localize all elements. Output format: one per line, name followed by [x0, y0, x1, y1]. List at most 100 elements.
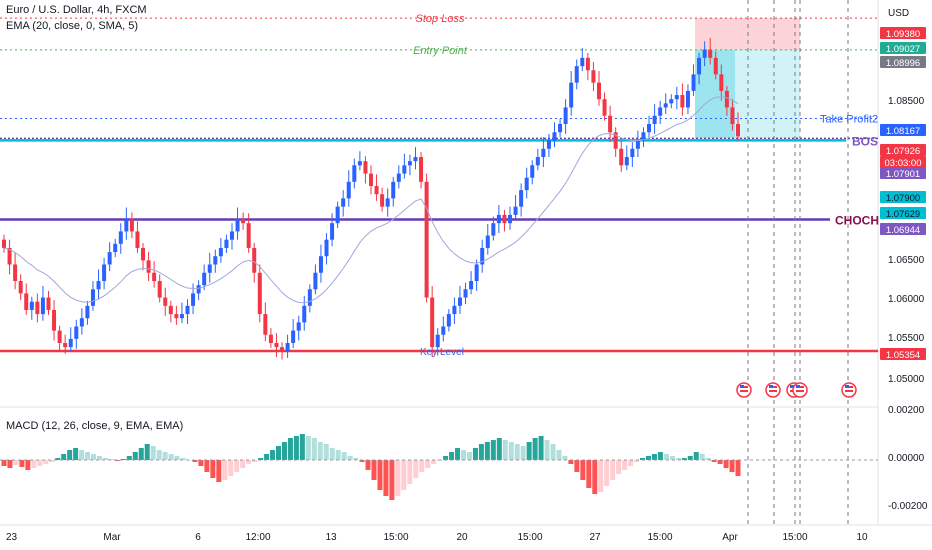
candle-body — [280, 347, 285, 352]
macd-bar — [329, 448, 335, 460]
price-badge-bg — [880, 348, 926, 360]
macd-bar — [353, 458, 359, 460]
candle-body — [596, 82, 601, 100]
candle-body — [118, 231, 123, 244]
macd-bar — [419, 460, 425, 472]
time-tick: 15:00 — [517, 532, 542, 543]
macd-bar — [13, 460, 19, 465]
macd-bar — [222, 460, 228, 480]
macd-bar — [628, 460, 634, 466]
macd-bar — [371, 460, 377, 480]
candle-body — [502, 214, 507, 224]
macd-bar — [687, 456, 693, 460]
candle-body — [736, 123, 740, 137]
macd-bar — [7, 460, 13, 468]
candle-body — [174, 314, 179, 319]
candle-body — [585, 57, 590, 71]
macd-bar — [37, 460, 43, 466]
candle-body — [341, 198, 346, 207]
macd-bar — [705, 458, 711, 460]
candle-body — [52, 309, 57, 331]
candle-body — [446, 314, 451, 327]
price-badge-text: 1.07629 — [886, 209, 920, 220]
macd-bar — [335, 450, 341, 460]
macd-bar — [1, 460, 7, 466]
macd-bar — [645, 456, 651, 460]
candle-body — [541, 148, 546, 158]
candle-body — [391, 181, 396, 199]
macd-bar — [138, 448, 144, 460]
key-level-label: Key Level — [420, 347, 464, 358]
candle-body — [491, 223, 496, 236]
macd-bar — [258, 458, 264, 460]
candle-body — [113, 243, 118, 253]
candle-body — [519, 190, 524, 207]
candle-body — [474, 264, 479, 282]
macd-bar — [669, 456, 675, 460]
macd-bar — [347, 456, 353, 460]
macd-bar — [735, 460, 741, 476]
candle-body — [413, 157, 418, 162]
candle-body — [730, 107, 735, 124]
flag-stripe — [796, 390, 804, 392]
candle-body — [574, 66, 579, 83]
macd-bar — [675, 458, 681, 460]
candle-body — [268, 334, 273, 344]
flag-canton — [769, 385, 773, 388]
macd-bar — [270, 450, 276, 460]
candle-body — [202, 272, 207, 286]
candle-body — [168, 305, 173, 315]
candle-body — [35, 301, 40, 315]
macd-bar — [31, 460, 37, 468]
candle-body — [40, 297, 45, 315]
candle-body — [624, 157, 629, 166]
candle-body — [685, 90, 690, 108]
macd-bar — [120, 459, 126, 460]
macd-tick: 0.00200 — [888, 405, 925, 416]
price-tick: 1.06000 — [888, 294, 925, 305]
candle-body — [235, 219, 240, 232]
candle-body — [296, 322, 301, 331]
entry-point-label: Entry Point — [413, 45, 468, 57]
flag-stripe — [845, 390, 853, 392]
ema-legend[interactable]: EMA (20, close, 0, SMA, 5) — [6, 20, 139, 32]
candle-body — [191, 293, 196, 306]
candle-body — [79, 318, 84, 327]
macd-bar — [634, 460, 640, 462]
macd-bar — [359, 460, 365, 462]
flag-canton — [790, 385, 794, 388]
macd-histogram — [1, 434, 741, 500]
macd-legend[interactable]: MACD (12, 26, close, 9, EMA, EMA) — [6, 420, 184, 432]
macd-bar — [43, 460, 49, 464]
macd-bar — [407, 460, 413, 484]
bos-label: BOS — [852, 134, 878, 148]
macd-bar — [299, 434, 305, 460]
price-badge-bg — [880, 27, 926, 39]
time-tick: 15:00 — [647, 532, 672, 543]
macd-bar — [79, 450, 85, 460]
macd-bar — [401, 460, 407, 490]
candle-body — [363, 161, 368, 174]
candle-body — [652, 115, 657, 124]
macd-bar — [699, 454, 705, 460]
candle-body — [496, 214, 501, 224]
candle-body — [107, 252, 112, 265]
candle-body — [324, 239, 329, 257]
candle-body — [68, 338, 73, 348]
macd-bar — [663, 454, 669, 460]
candle-body — [2, 239, 6, 248]
symbol-legend[interactable]: Euro / U.S. Dollar, 4h, FXCM — [6, 4, 147, 16]
time-tick: 15:00 — [782, 532, 807, 543]
macd-bar — [210, 460, 216, 478]
candle-body — [90, 289, 95, 306]
candle-body — [291, 330, 296, 344]
macd-bar — [25, 460, 31, 470]
macd-bar — [693, 452, 699, 460]
candle-body — [513, 206, 518, 215]
flag-stripe — [740, 390, 748, 392]
time-tick: 10 — [856, 532, 868, 543]
candle-body — [457, 297, 462, 306]
macd-bar — [276, 446, 282, 460]
